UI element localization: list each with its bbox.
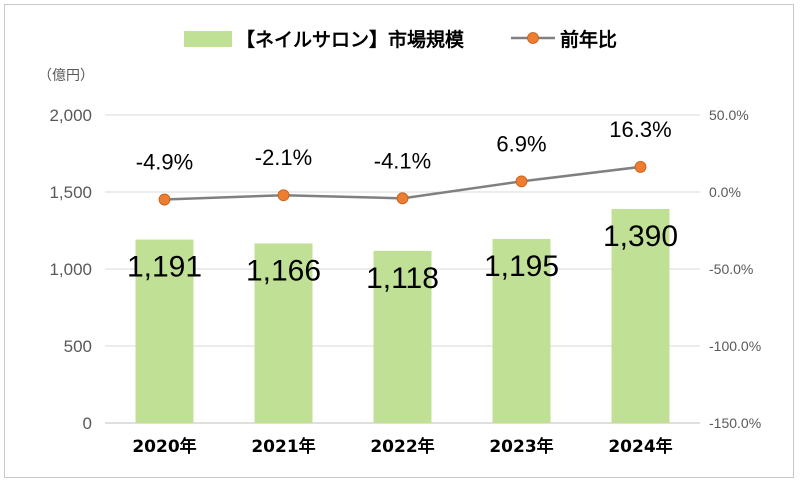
- line-point: [277, 189, 290, 202]
- category-label: 2022年: [370, 436, 434, 457]
- right-tick-label: -50.0%: [709, 261, 753, 277]
- bar-value-label: 1,166: [246, 254, 321, 287]
- right-tick-label: 0.0%: [709, 184, 741, 200]
- legend-bar-label: 【ネイルサロン】市場規模: [236, 28, 465, 51]
- bar-value-label: 1,118: [366, 262, 439, 295]
- category-label: 2024年: [608, 436, 672, 457]
- line-point: [396, 192, 409, 205]
- right-tick-label: 50.0%: [709, 107, 749, 123]
- bar-value-label: 1,191: [127, 251, 202, 284]
- bar-series: [135, 208, 670, 423]
- bar: [254, 243, 313, 423]
- left-tick-label: 1,000: [49, 260, 92, 279]
- right-tick-label: -150.0%: [709, 415, 761, 431]
- left-tick-label: 2,000: [49, 106, 92, 125]
- line-value-label: -2.1%: [255, 145, 312, 170]
- category-label: 2020年: [132, 436, 196, 457]
- left-tick-label: 500: [64, 337, 92, 356]
- line-value-label: 16.3%: [609, 117, 671, 142]
- line-value-label: -4.9%: [136, 150, 193, 175]
- right-axis: -150.0% -100.0% -50.0% 0.0% 50.0%: [709, 107, 761, 431]
- left-tick-label: 1,500: [49, 183, 92, 202]
- legend: 【ネイルサロン】市場規模 前年比: [184, 28, 617, 51]
- left-tick-label: 0: [83, 414, 92, 433]
- left-axis-unit: （億円）: [38, 68, 94, 84]
- line-value-labels: -4.9% -2.1% -4.1% 6.9% 16.3%: [136, 117, 672, 175]
- right-tick-label: -100.0%: [709, 338, 761, 354]
- bar: [611, 208, 670, 423]
- left-axis: 0 500 1,000 1,500 2,000: [49, 106, 92, 433]
- line-point: [515, 175, 528, 188]
- bar: [135, 239, 194, 423]
- line-series: [158, 160, 647, 206]
- category-label: 2021年: [251, 436, 315, 457]
- category-axis: 2020年 2021年 2022年 2023年 2024年: [132, 436, 672, 457]
- legend-line-marker: [527, 32, 539, 44]
- legend-bar-swatch: [184, 31, 232, 47]
- bar-value-labels: 1,191 1,166 1,118 1,195 1,390: [127, 220, 678, 295]
- line-point: [634, 160, 647, 173]
- bar-value-label: 1,390: [603, 220, 678, 253]
- line-value-label: 6.9%: [496, 131, 546, 156]
- bar: [373, 250, 432, 423]
- category-label: 2023年: [489, 436, 553, 457]
- line-point: [158, 193, 171, 206]
- bar: [492, 238, 551, 423]
- line-value-label: -4.1%: [374, 148, 431, 173]
- legend-line-label: 前年比: [560, 28, 617, 51]
- bar-value-label: 1,195: [484, 250, 559, 283]
